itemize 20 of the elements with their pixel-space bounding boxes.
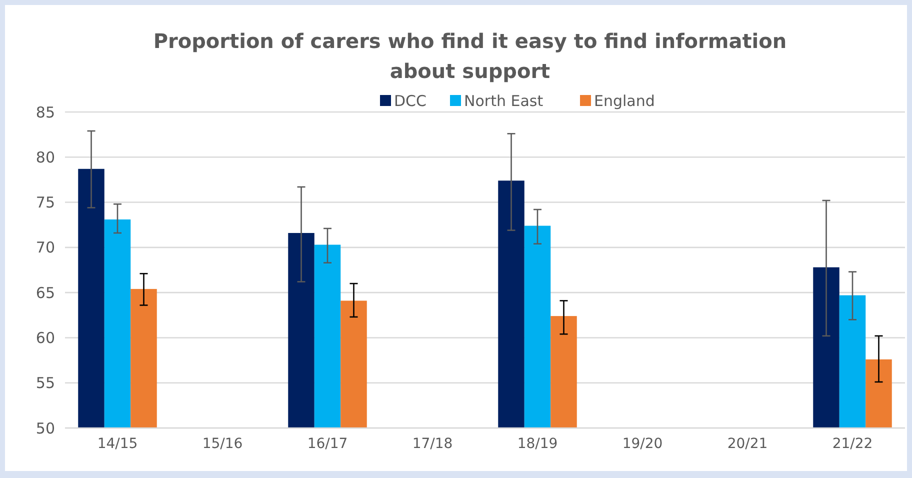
legend-label: DCC: [394, 92, 426, 110]
x-tick-label: 19/20: [622, 436, 663, 452]
y-tick-label: 80: [36, 148, 55, 166]
y-tick-label: 50: [36, 419, 55, 438]
y-tick-label: 85: [36, 103, 55, 122]
x-tick-label: 16/17: [307, 436, 348, 452]
y-tick-label: 70: [36, 238, 55, 257]
y-tick-label: 60: [36, 328, 55, 347]
x-tick-label: 21/22: [832, 436, 873, 452]
x-tick-label: 15/16: [202, 436, 243, 452]
x-tick-label: 20/21: [727, 436, 768, 452]
y-tick-label: 75: [36, 194, 55, 212]
chart-title: Proportion of carers who find it easy to find information about support: [153, 29, 787, 83]
legend-label: North East: [464, 92, 544, 110]
legend-label: England: [594, 92, 655, 110]
x-tick-label: 18/19: [517, 436, 558, 452]
y-tick-label: 65: [36, 284, 55, 302]
x-tick-label: 17/18: [412, 436, 453, 452]
y-tick-label: 55: [36, 374, 55, 392]
x-tick-label: 14/15: [97, 436, 138, 452]
